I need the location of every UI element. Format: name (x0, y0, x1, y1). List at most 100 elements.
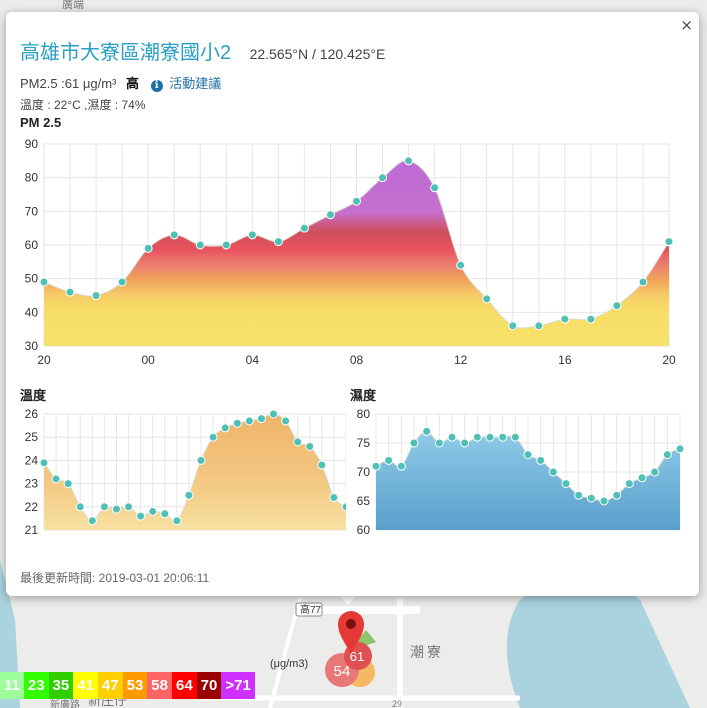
pm25-chart-title: PM 2.5 (20, 115, 62, 130)
data-point[interactable] (221, 240, 231, 250)
data-point[interactable] (485, 432, 495, 442)
data-point[interactable] (498, 432, 508, 442)
station-coordinates: 22.565°N / 120.425°E (249, 46, 386, 62)
station-title[interactable]: 高雄市大寮區潮寮國小2 (20, 42, 232, 64)
river-left (0, 560, 20, 708)
data-point[interactable] (482, 294, 492, 304)
data-point[interactable] (456, 260, 466, 270)
district-label: 潮寮 (410, 644, 444, 660)
legend-item: 35 (48, 672, 74, 699)
data-point[interactable] (196, 455, 206, 465)
data-point[interactable] (148, 506, 158, 516)
data-point[interactable] (536, 455, 546, 465)
data-point[interactable] (404, 156, 414, 166)
data-point[interactable] (341, 502, 346, 512)
data-point[interactable] (460, 438, 470, 448)
data-point[interactable] (329, 493, 339, 503)
data-point[interactable] (232, 418, 242, 428)
y-tick-label: 40 (25, 305, 39, 319)
data-point[interactable] (548, 467, 558, 477)
legend-item: 47 (97, 672, 123, 699)
data-point[interactable] (317, 460, 327, 470)
data-point[interactable] (299, 223, 309, 233)
data-point[interactable] (91, 291, 101, 300)
data-point[interactable] (244, 416, 254, 426)
data-point[interactable] (447, 432, 457, 442)
data-point[interactable] (422, 426, 432, 436)
data-point[interactable] (39, 458, 49, 468)
data-point[interactable] (612, 490, 622, 500)
data-point[interactable] (256, 414, 266, 424)
y-tick-label: 23 (25, 477, 39, 491)
data-point[interactable] (75, 502, 85, 512)
data-point[interactable] (637, 473, 647, 483)
data-point[interactable] (169, 230, 179, 240)
x-tick-label: 12 (454, 353, 468, 367)
data-point[interactable] (220, 423, 230, 433)
data-point[interactable] (87, 516, 97, 526)
data-point[interactable] (638, 277, 648, 287)
data-point[interactable] (675, 444, 685, 454)
data-point[interactable] (534, 321, 544, 331)
data-point[interactable] (136, 511, 146, 521)
data-point[interactable] (195, 240, 205, 250)
data-point[interactable] (160, 509, 170, 519)
data-point[interactable] (434, 438, 444, 448)
road-shield (295, 602, 323, 617)
data-point[interactable] (65, 287, 75, 297)
data-point[interactable] (352, 196, 361, 206)
legend-item: >71 (221, 672, 255, 699)
data-point[interactable] (409, 438, 419, 448)
data-point[interactable] (560, 314, 570, 324)
data-point[interactable] (523, 450, 533, 460)
y-tick-label: 60 (25, 238, 39, 252)
data-point[interactable] (472, 432, 482, 442)
data-point[interactable] (662, 450, 672, 460)
data-point[interactable] (624, 479, 634, 489)
data-point[interactable] (63, 479, 73, 489)
data-point[interactable] (184, 490, 194, 500)
data-point[interactable] (281, 416, 291, 426)
data-point[interactable] (510, 432, 520, 442)
close-icon[interactable]: × (680, 16, 693, 34)
data-point[interactable] (39, 277, 49, 287)
data-point[interactable] (124, 502, 134, 512)
data-point[interactable] (586, 314, 596, 324)
data-point[interactable] (430, 183, 440, 193)
data-point[interactable] (269, 409, 279, 419)
activity-advice-link[interactable]: 活動建議 (169, 76, 222, 91)
data-point[interactable] (586, 493, 596, 503)
data-point[interactable] (117, 277, 127, 287)
y-tick-label: 26 (25, 407, 39, 421)
cluster-value: 54 (334, 663, 351, 680)
data-point[interactable] (371, 461, 381, 471)
data-point[interactable] (574, 490, 584, 500)
info-icon[interactable]: i (150, 80, 163, 92)
data-point[interactable] (293, 437, 303, 447)
data-point[interactable] (247, 230, 257, 240)
data-point[interactable] (273, 237, 283, 247)
data-point[interactable] (172, 516, 182, 526)
temp-chart-title: 溫度 (20, 388, 47, 403)
data-point[interactable] (508, 321, 518, 331)
data-point[interactable] (612, 301, 622, 311)
data-point[interactable] (561, 479, 571, 489)
data-point[interactable] (664, 237, 674, 247)
data-point[interactable] (650, 467, 660, 477)
data-point[interactable] (208, 432, 218, 442)
data-point[interactable] (384, 455, 394, 465)
data-point[interactable] (396, 461, 406, 471)
pm-row: PM2.5 :61 μg/m³ 高 i 活動建議 (20, 73, 221, 92)
legend-item: 58 (147, 672, 172, 699)
pin-dot (346, 619, 356, 629)
data-point[interactable] (325, 210, 335, 220)
map-label-top: 廣端 (62, 0, 84, 11)
data-point[interactable] (99, 502, 109, 512)
data-point[interactable] (143, 243, 153, 253)
data-point[interactable] (305, 441, 315, 451)
data-point[interactable] (111, 504, 121, 514)
data-point[interactable] (378, 173, 388, 183)
data-point[interactable] (599, 496, 609, 506)
location-pin-icon[interactable] (338, 611, 364, 654)
data-point[interactable] (51, 474, 61, 484)
